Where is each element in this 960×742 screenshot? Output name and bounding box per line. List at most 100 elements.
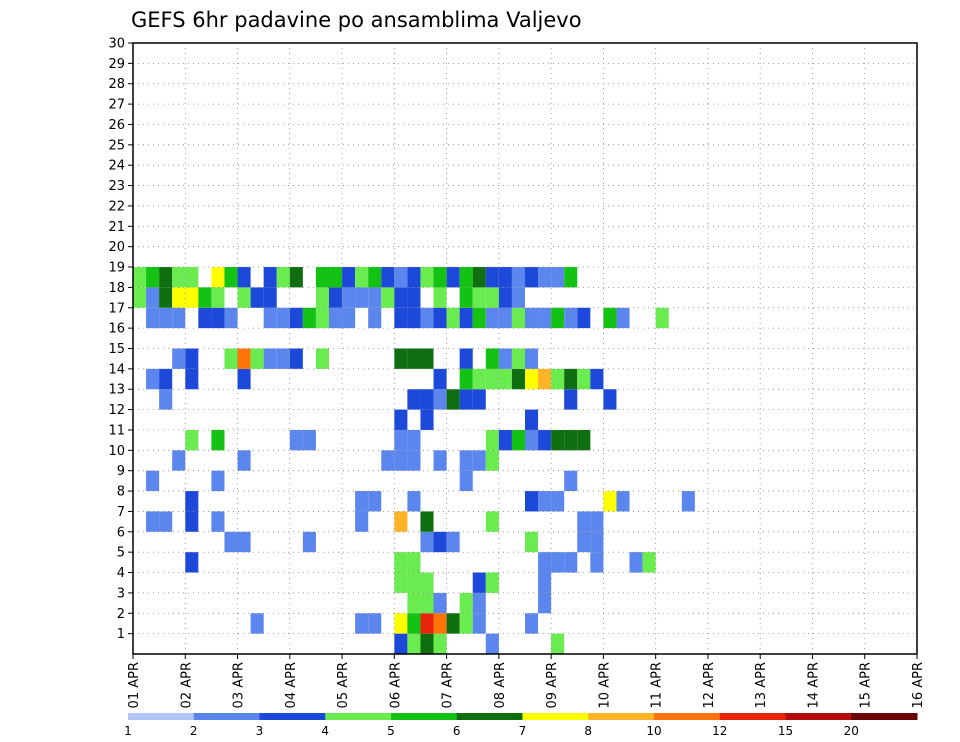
heatmap-cell — [276, 348, 290, 369]
heatmap-cell — [433, 450, 447, 471]
heatmap-cell — [511, 307, 525, 329]
x-tick-label: 01 APR — [127, 662, 142, 708]
heatmap-cell — [394, 450, 408, 471]
heatmap-cell — [459, 287, 473, 308]
heatmap-cell — [276, 307, 290, 329]
heatmap-cell — [133, 287, 147, 308]
heatmap-cell — [250, 287, 264, 308]
heatmap-cell — [590, 531, 604, 553]
heatmap-cell — [459, 450, 473, 471]
heatmap-cell — [564, 389, 578, 410]
heatmap-cell — [525, 267, 539, 288]
y-tick-label: 5 — [117, 546, 125, 561]
heatmap-cell — [538, 368, 552, 390]
colorbar-label: 5 — [387, 724, 395, 738]
heatmap-cell — [394, 511, 408, 532]
heatmap-cell — [538, 429, 552, 451]
heatmap-cell — [146, 287, 160, 308]
heatmap-cell — [172, 348, 186, 369]
heatmap-cell — [407, 267, 421, 288]
colorbar-label: 3 — [256, 724, 264, 738]
heatmap-cell — [511, 368, 525, 390]
heatmap-cell — [237, 450, 251, 471]
heatmap-cell — [433, 633, 447, 654]
heatmap-cell — [185, 368, 199, 390]
heatmap-cell — [368, 491, 382, 512]
x-tick-label: 16 APR — [911, 662, 926, 708]
y-tick-label: 6 — [117, 525, 125, 540]
heatmap-cell — [577, 307, 591, 329]
heatmap-cell — [172, 287, 186, 308]
heatmap-cell — [525, 491, 539, 512]
grid-lines — [133, 42, 918, 654]
heatmap-cell — [250, 348, 264, 369]
heatmap-cell — [498, 429, 512, 451]
y-tick-label: 2 — [117, 607, 125, 622]
heatmap-cell — [302, 531, 316, 553]
heatmap-cell — [459, 389, 473, 410]
heatmap-cell — [368, 287, 382, 308]
heatmap-cell — [407, 572, 421, 593]
x-tick-label: 08 APR — [493, 662, 508, 708]
heatmap-cells — [133, 267, 695, 654]
heatmap-cell — [577, 531, 591, 553]
heatmap-cell — [603, 307, 617, 329]
y-tick-label: 4 — [117, 566, 125, 581]
colorbar-label: 7 — [519, 724, 527, 738]
heatmap-cell — [237, 531, 251, 553]
heatmap-cell — [472, 307, 486, 329]
heatmap-cell — [603, 491, 617, 512]
colorbar-label: 4 — [321, 724, 329, 738]
heatmap-cell — [302, 307, 316, 329]
heatmap-cell — [525, 348, 539, 369]
heatmap-cell — [368, 267, 382, 288]
y-tick-label: 19 — [108, 261, 125, 276]
heatmap-cell — [472, 389, 486, 410]
heatmap-cell — [485, 348, 499, 369]
y-tick-label: 27 — [108, 98, 125, 113]
heatmap-cell — [185, 491, 199, 512]
heatmap-cell — [459, 307, 473, 329]
heatmap-cell — [420, 592, 434, 614]
heatmap-cell — [368, 307, 382, 329]
heatmap-cell — [250, 613, 264, 634]
heatmap-cell — [485, 307, 499, 329]
y-tick-label: 3 — [117, 586, 125, 601]
y-tick-label: 16 — [108, 322, 125, 337]
colorbar-swatch — [522, 713, 589, 720]
colorbar-swatch — [785, 713, 852, 720]
y-tick-label: 1 — [117, 627, 125, 642]
heatmap-cell — [394, 307, 408, 329]
heatmap-cell — [381, 287, 395, 308]
heatmap-cell — [172, 267, 186, 288]
heatmap-cell — [329, 287, 343, 308]
colorbar-swatch — [193, 713, 260, 720]
heatmap-cell — [355, 287, 369, 308]
heatmap-cell — [394, 633, 408, 654]
colorbar-swatch — [456, 713, 523, 720]
heatmap-cell — [525, 429, 539, 451]
heatmap-cell — [211, 287, 225, 308]
colorbar-swatch — [391, 713, 458, 720]
colorbar-label: 1 — [124, 724, 132, 738]
heatmap-cell — [525, 409, 539, 430]
x-tick-label: 05 APR — [336, 662, 351, 708]
heatmap-cell — [485, 429, 499, 451]
y-tick-label: 9 — [117, 464, 125, 479]
heatmap-cell — [446, 389, 460, 410]
heatmap-cell — [263, 267, 277, 288]
heatmap-cell — [159, 511, 173, 532]
heatmap-cell — [394, 409, 408, 430]
heatmap-cell — [472, 450, 486, 471]
heatmap-cell — [590, 368, 604, 390]
y-tick-label: 24 — [108, 159, 125, 174]
heatmap-cell — [616, 307, 630, 329]
heatmap-cell — [420, 613, 434, 634]
heatmap-cell — [511, 287, 525, 308]
colorbar-label: 6 — [453, 724, 461, 738]
heatmap-cell — [551, 368, 565, 390]
heatmap-cell — [185, 552, 199, 573]
x-tick-label: 04 APR — [284, 662, 299, 708]
heatmap-cell — [407, 450, 421, 471]
